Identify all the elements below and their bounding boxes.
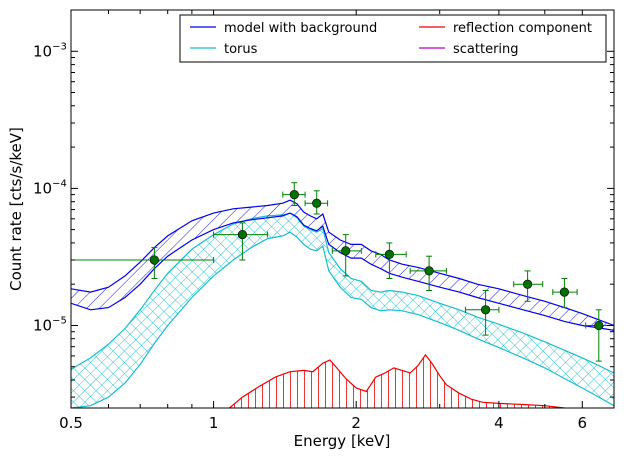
y-tick-label: 10−3 — [33, 41, 67, 60]
legend: model with background reflection compone… — [180, 15, 606, 62]
data-marker — [523, 280, 532, 289]
y-tick-labels: 10−510−410−3 — [33, 41, 67, 334]
legend-label-scattering: scattering — [453, 42, 519, 57]
data-marker — [290, 190, 299, 199]
x-tick-label: 6 — [578, 414, 588, 432]
data-marker — [341, 247, 350, 256]
y-tick-exponent: −4 — [52, 178, 67, 189]
y-tick-mantissa: 10 — [33, 179, 52, 197]
x-tick-label: 2 — [351, 414, 361, 432]
data-marker — [312, 199, 321, 208]
plot-series — [71, 200, 614, 449]
y-tick-mantissa: 10 — [33, 317, 52, 335]
data-point — [305, 191, 328, 214]
y-tick-label: 10−4 — [33, 178, 67, 197]
data-marker — [595, 321, 604, 330]
y-tick-label: 10−5 — [33, 316, 67, 335]
y-tick-mantissa: 10 — [33, 42, 52, 60]
data-marker — [481, 306, 490, 315]
chart: 0.5 1 2 4 6 10−5 10−4 10−3 Energy [keV] Count … — [0, 0, 624, 459]
x-tick-label: 1 — [209, 414, 219, 432]
legend-label-reflection: reflection component — [453, 21, 592, 36]
x-tick-labels: 0.5 1 2 4 6 — [59, 414, 587, 432]
x-tick-label: 4 — [494, 414, 504, 432]
data-marker — [560, 288, 569, 297]
data-point — [553, 279, 577, 308]
data-marker — [150, 256, 159, 265]
y-tick-exponent: −3 — [52, 41, 67, 52]
data-marker — [238, 230, 247, 239]
data-marker — [385, 250, 394, 259]
x-tick-label: 0.5 — [59, 414, 83, 432]
data-marker — [425, 267, 434, 276]
x-axis-label: Energy [keV] — [294, 432, 391, 450]
legend-label-model: model with background — [224, 21, 377, 36]
y-tick-exponent: −5 — [52, 316, 67, 327]
y-axis-label: Count rate [cts/s/keV] — [7, 127, 25, 291]
legend-label-torus: torus — [224, 42, 258, 57]
chart-svg: 0.5 1 2 4 6 10−510−410−3 Energy [keV] Count … — [0, 0, 624, 459]
